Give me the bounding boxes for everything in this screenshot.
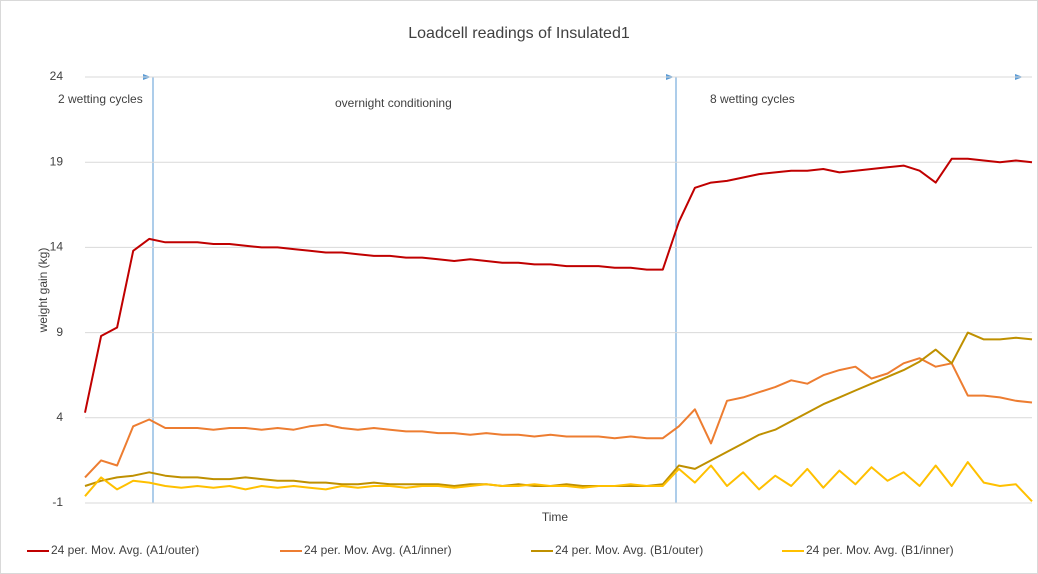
annotation: 8 wetting cycles (710, 92, 795, 106)
y-tick-label: 19 (50, 154, 64, 168)
series-line (84, 157, 1033, 413)
legend-label: 24 per. Mov. Avg. (B1/outer) (555, 543, 703, 557)
legend-label: 24 per. Mov. Avg. (A1/outer) (51, 543, 199, 557)
annotation: 2 wetting cycles (58, 92, 143, 106)
series-line (84, 461, 1033, 502)
legend-label: 24 per. Mov. Avg. (B1/inner) (806, 543, 954, 557)
y-tick-label: 9 (56, 325, 63, 339)
x-axis-label: Time (542, 510, 569, 524)
y-tick-label: 4 (56, 410, 63, 424)
y-axis-label: weight gain (kg) (36, 248, 50, 334)
y-tick-label: 14 (50, 240, 64, 254)
y-tick-label: 24 (50, 69, 64, 83)
legend-label: 24 per. Mov. Avg. (A1/inner) (304, 543, 452, 557)
y-tick-label: -1 (52, 495, 63, 509)
series-line (84, 357, 1033, 479)
annotation: overnight conditioning (335, 96, 452, 110)
chart-title: Loadcell readings of Insulated1 (408, 25, 630, 42)
